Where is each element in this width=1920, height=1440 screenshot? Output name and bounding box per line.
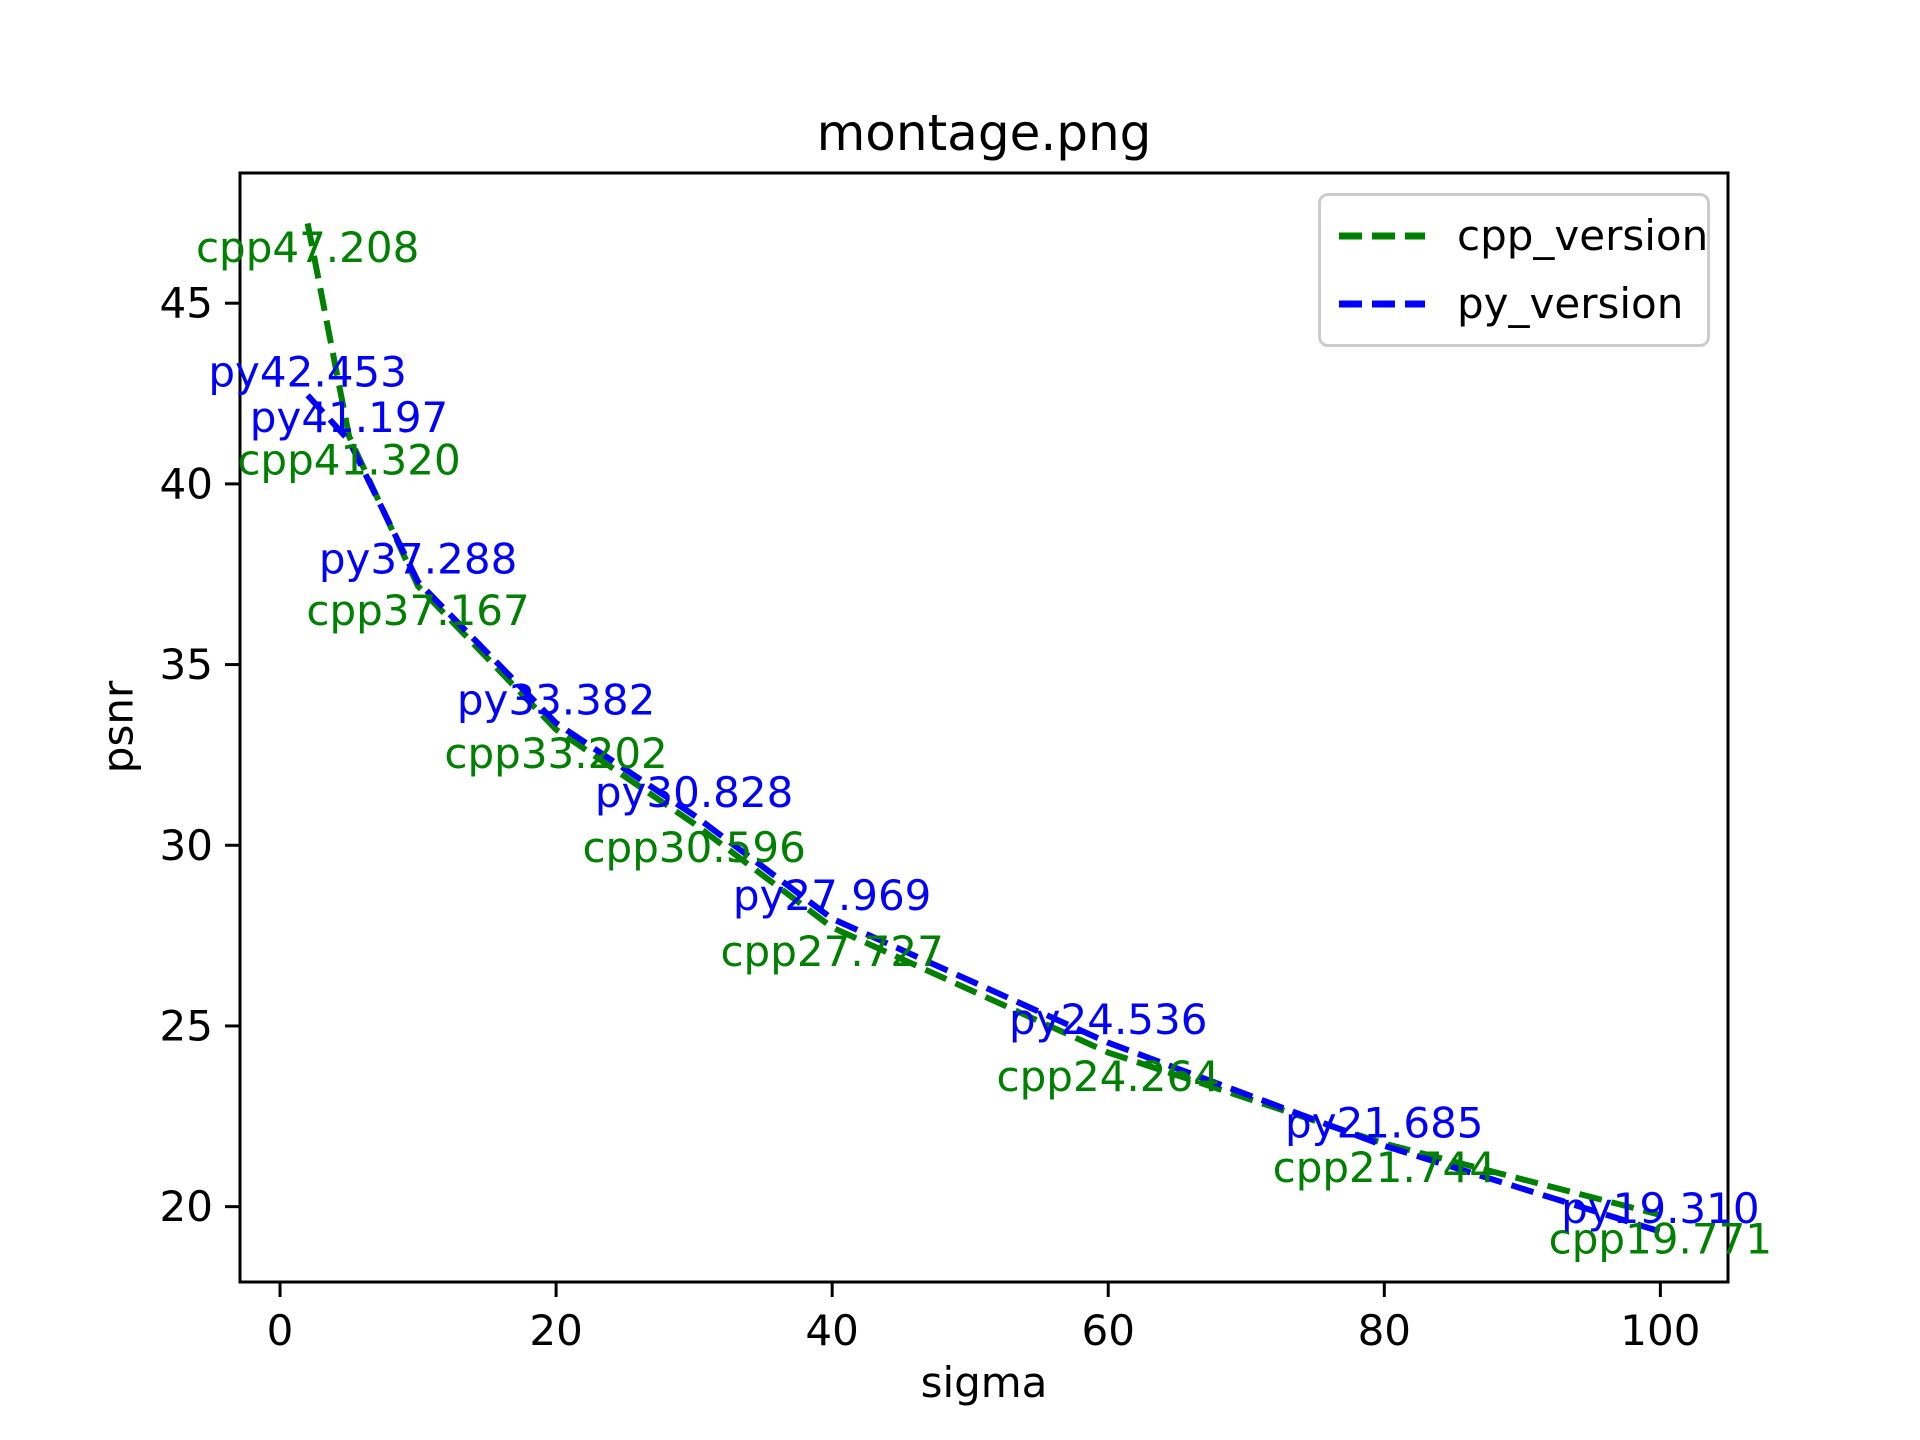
- x-axis-label: sigma: [920, 1358, 1048, 1407]
- legend-entry-cpp-version: cpp_version: [1339, 210, 1708, 262]
- py-dashed-line-swatch: [1339, 300, 1425, 308]
- point-label-cpp-40: cpp27.727: [720, 927, 943, 976]
- x-tick-label: 100: [1620, 1306, 1700, 1355]
- point-label-py-80: py21.685: [1285, 1098, 1483, 1147]
- point-label-cpp-80: cpp21.744: [1273, 1143, 1496, 1192]
- point-label-py-100: py19.310: [1561, 1184, 1759, 1233]
- x-tick-label: 60: [1082, 1306, 1135, 1355]
- y-tick-label: 35: [160, 640, 213, 689]
- legend-label-cpp-version: cpp_version: [1457, 211, 1709, 260]
- point-label-py-5: py41.197: [250, 393, 448, 442]
- point-label-cpp-30: cpp30.596: [582, 823, 805, 872]
- x-tick-label: 20: [529, 1306, 582, 1355]
- y-tick-label: 40: [160, 459, 213, 508]
- legend: cpp_version py_version: [1318, 193, 1710, 347]
- point-label-cpp-2: cpp47.208: [196, 223, 419, 272]
- x-tick-label: 0: [267, 1306, 294, 1355]
- x-tick-label: 40: [805, 1306, 858, 1355]
- x-tick-label: 80: [1358, 1306, 1411, 1355]
- point-label-py-60: py24.536: [1009, 995, 1207, 1044]
- legend-entry-py-version: py_version: [1339, 278, 1689, 330]
- point-label-py-40: py27.969: [733, 871, 931, 920]
- y-tick-label: 25: [160, 1001, 213, 1050]
- axes-frame: [238, 171, 1730, 1284]
- point-label-py-2: py42.453: [208, 348, 406, 397]
- point-label-cpp-20: cpp33.202: [444, 729, 667, 778]
- point-label-cpp-100: cpp19.771: [1549, 1214, 1772, 1263]
- y-tick-label: 45: [160, 279, 213, 328]
- y-tick-label: 30: [160, 821, 213, 870]
- series-line-py_version: [305, 393, 1662, 1235]
- point-label-cpp-60: cpp24.264: [997, 1052, 1220, 1101]
- legend-label-py-version: py_version: [1457, 279, 1684, 328]
- point-label-cpp-5: cpp41.320: [237, 436, 460, 485]
- y-tick-label: 20: [160, 1182, 213, 1231]
- chart-title: montage.png: [816, 104, 1152, 162]
- point-label-py-20: py33.382: [457, 676, 655, 725]
- point-label-py-10: py37.288: [319, 534, 517, 583]
- cpp-dashed-line-swatch: [1339, 232, 1425, 240]
- point-label-cpp-10: cpp37.167: [306, 586, 529, 635]
- y-axis-label: psnr: [93, 680, 143, 774]
- point-label-py-30: py30.828: [595, 768, 793, 817]
